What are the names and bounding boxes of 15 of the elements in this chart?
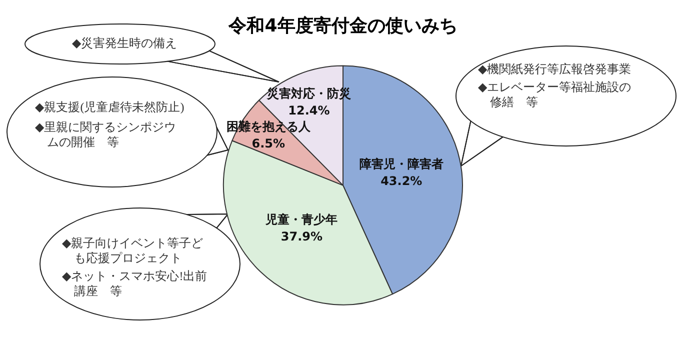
- text: ◆親子向けイベント等子ども応援プロジェクト: [62, 236, 204, 266]
- slice-label: 児童・青少年: [264, 212, 338, 227]
- text: ◆災害発生時の備え: [72, 36, 178, 51]
- data-label: 12.4%: [288, 104, 330, 118]
- text: ◆ネット・スマホ安心!出前講座 等: [62, 269, 208, 299]
- text: ◆エレベーター等福祉施設の修繕 等: [478, 80, 632, 110]
- text: ◆里親に関するシンポジウムの開催 等: [35, 120, 178, 150]
- text: ◆親支援(児童虐待未然防止): [35, 100, 186, 115]
- data-label: 6.5%: [252, 136, 286, 151]
- slice-label: 障害児・障害者: [359, 156, 444, 171]
- data-label: 43.2%: [380, 174, 422, 188]
- slice-label: 困難を抱える人: [226, 120, 312, 134]
- chart-title: 令和4年度寄付金の使いみち: [228, 15, 458, 36]
- data-label: 37.9%: [280, 230, 323, 244]
- text: ◆機関紙発行等広報啓発事業: [478, 62, 632, 77]
